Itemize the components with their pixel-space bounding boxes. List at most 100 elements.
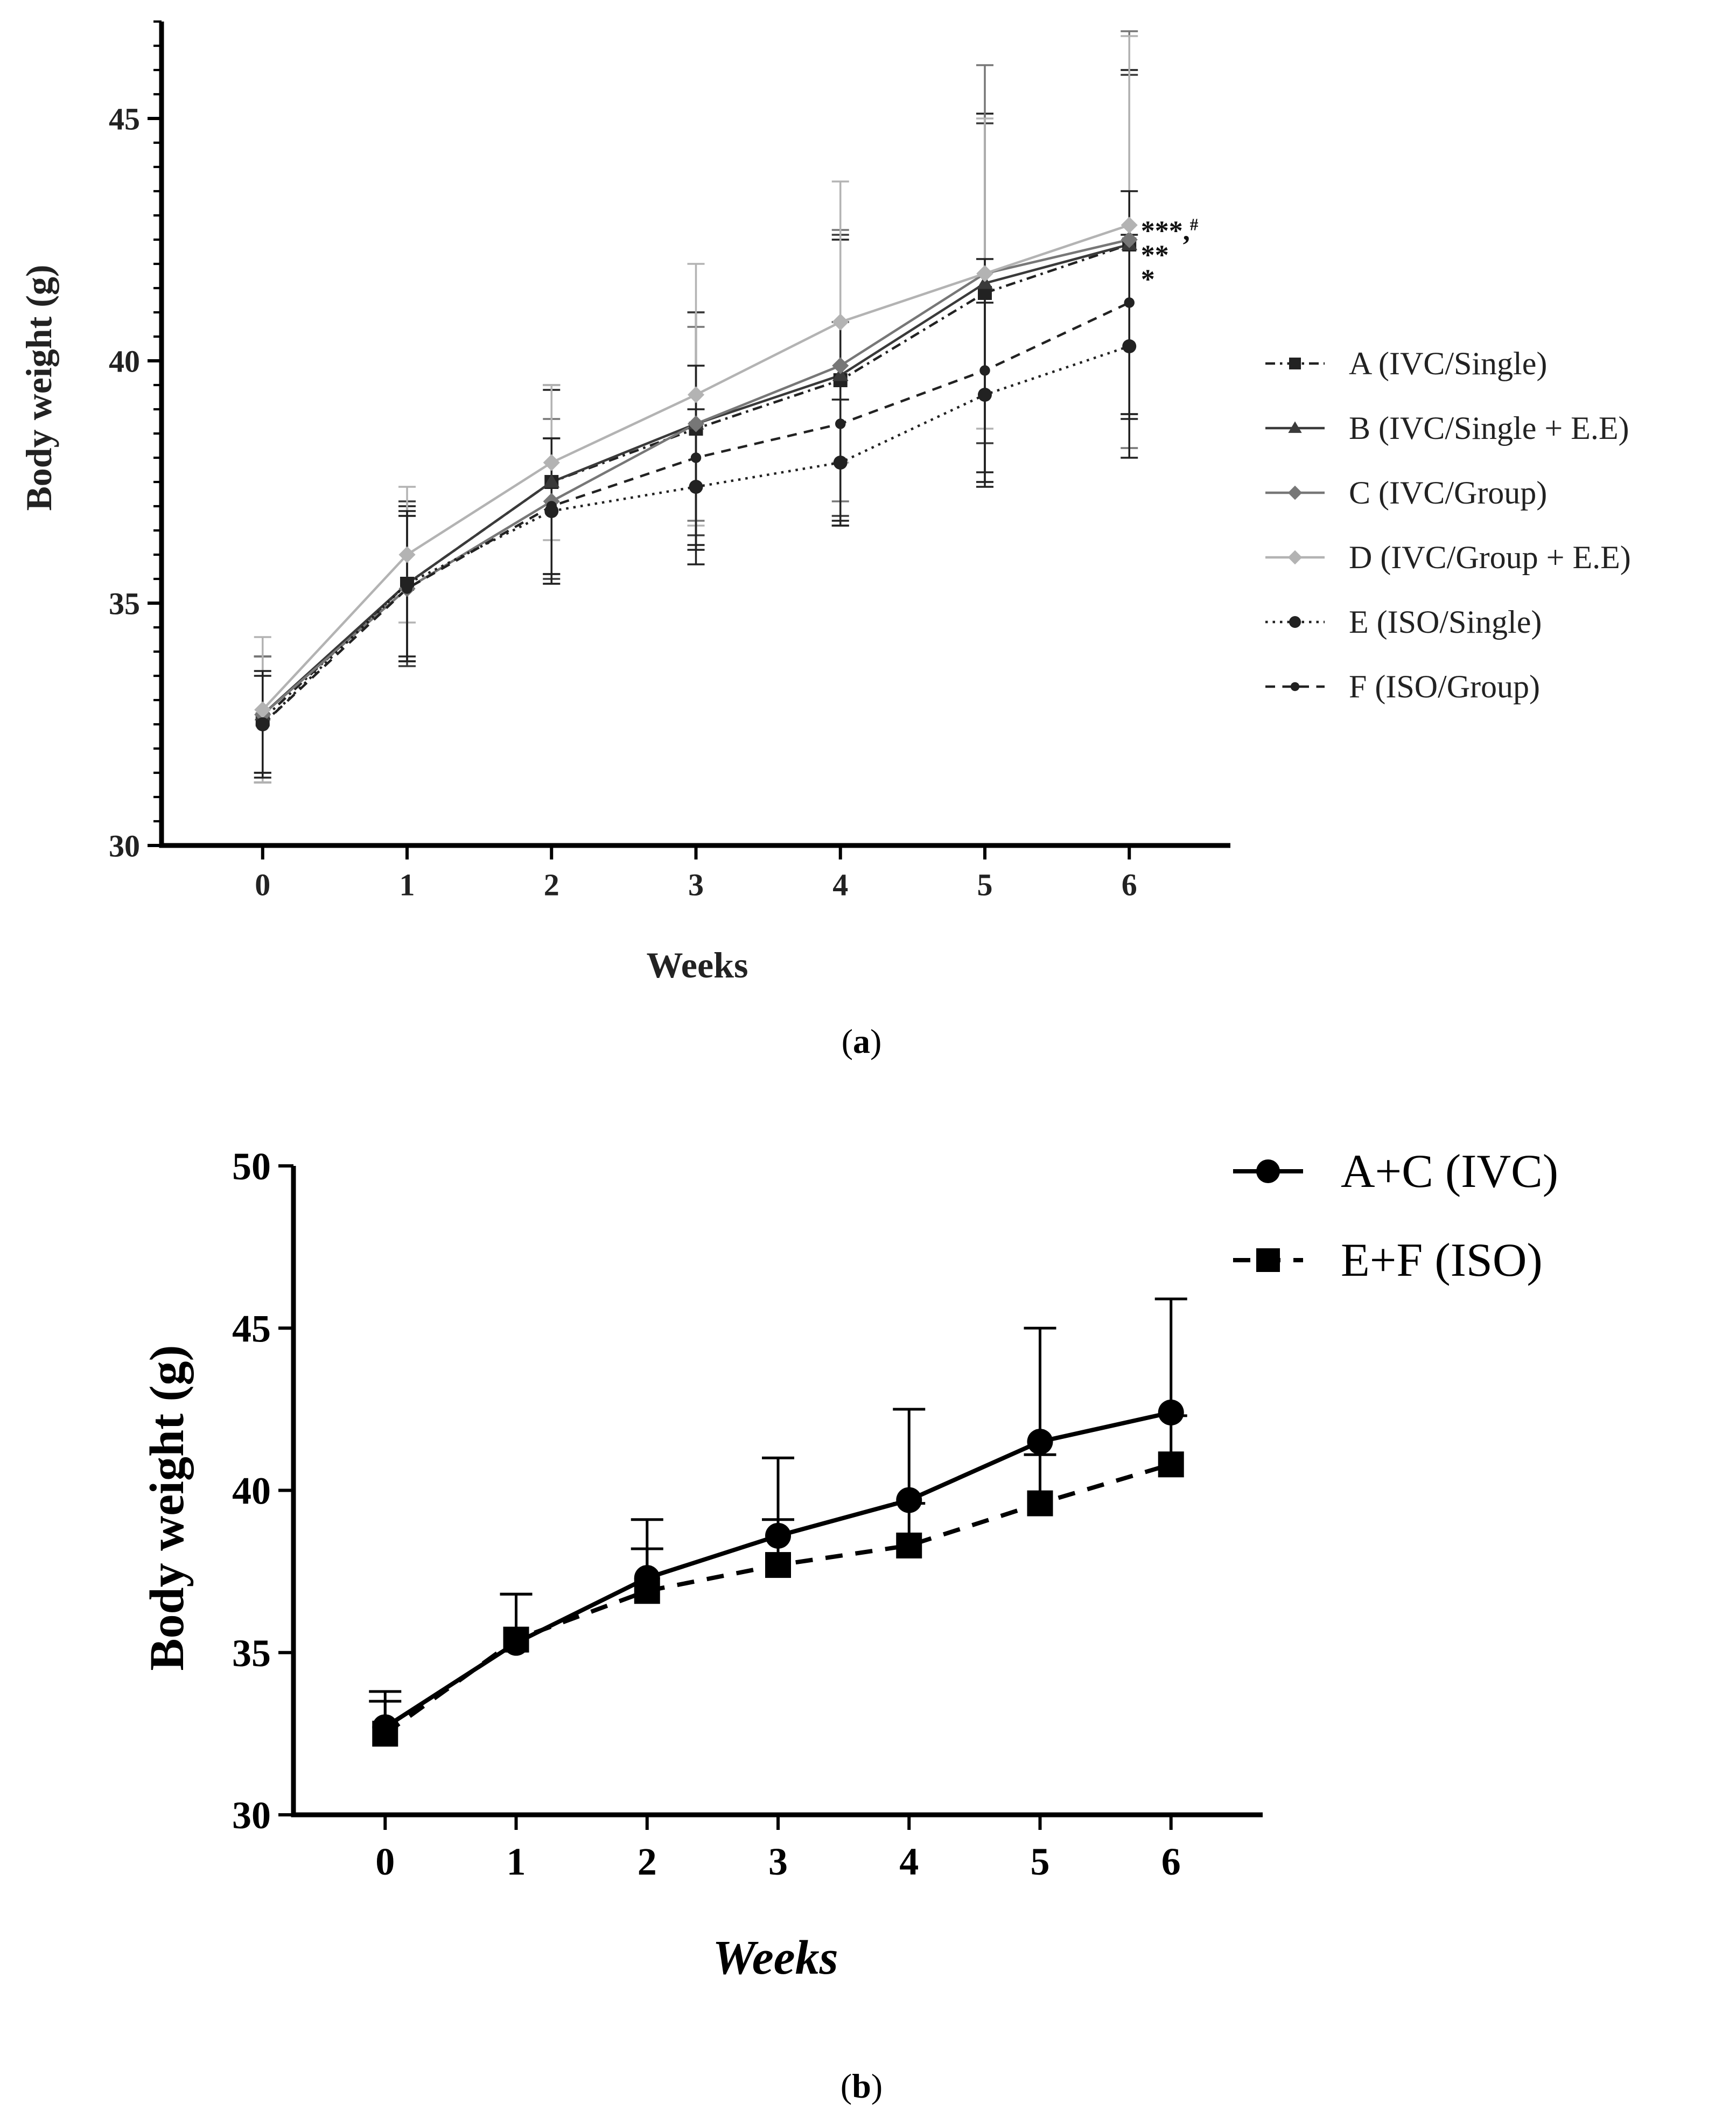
x-tick-label: 3 xyxy=(768,1840,788,1883)
legend-marker xyxy=(1287,550,1303,565)
data-point xyxy=(1158,1399,1184,1425)
a-markers xyxy=(254,216,1138,731)
legend-label: B (IVC/Single + E.E) xyxy=(1349,410,1629,446)
data-point xyxy=(1027,1490,1053,1516)
legend-marker xyxy=(1288,421,1302,433)
y-tick-label: 45 xyxy=(109,101,140,136)
y-tick-label: 40 xyxy=(109,344,140,379)
x-tick-label: 3 xyxy=(688,868,704,903)
data-point xyxy=(765,1552,791,1578)
data-point xyxy=(254,701,271,718)
data-point xyxy=(977,275,993,289)
data-point xyxy=(896,1487,922,1513)
x-tick-label: 2 xyxy=(638,1840,657,1883)
data-point xyxy=(546,501,557,512)
legend-label: E+F (ISO) xyxy=(1341,1234,1543,1287)
data-point xyxy=(543,454,560,471)
data-point xyxy=(833,456,848,470)
b-panel-letter: b xyxy=(852,2067,871,2105)
data-point xyxy=(398,546,416,563)
legend-marker xyxy=(1256,1159,1280,1183)
data-point xyxy=(687,415,705,432)
legend-label: F (ISO/Group) xyxy=(1349,669,1540,704)
legend-label: D (IVC/Group + E.E) xyxy=(1349,540,1631,575)
a-significance-annotations: ***,#*** xyxy=(1141,215,1199,295)
legend-marker xyxy=(1289,616,1301,628)
b-markers xyxy=(372,1399,1184,1747)
data-point xyxy=(402,583,412,594)
x-tick-label: 2 xyxy=(544,868,559,903)
a-panel-letter: a xyxy=(853,1022,870,1060)
data-point xyxy=(896,1532,922,1558)
y-tick-label: 30 xyxy=(109,828,140,863)
legend-marker xyxy=(1287,485,1303,500)
x-tick-label: 4 xyxy=(832,868,848,903)
b-panel-label: (b) xyxy=(841,2067,883,2105)
a-x-axis-label: Weeks xyxy=(647,945,748,985)
b-y-axis-label: Body weight (g) xyxy=(141,1345,194,1671)
significance-label: * xyxy=(1141,264,1155,295)
y-tick-label: 50 xyxy=(232,1145,271,1188)
x-tick-label: 5 xyxy=(977,868,992,903)
x-tick-label: 0 xyxy=(375,1840,395,1883)
x-tick-label: 1 xyxy=(400,868,415,903)
x-tick-label: 0 xyxy=(255,868,270,903)
y-tick-label: 35 xyxy=(232,1632,271,1675)
data-point xyxy=(979,365,990,376)
y-tick-label: 40 xyxy=(232,1470,271,1513)
data-point xyxy=(1121,231,1138,248)
data-point xyxy=(835,418,846,429)
x-tick-label: 1 xyxy=(507,1840,526,1883)
y-tick-label: 30 xyxy=(232,1794,271,1837)
a-panel-label: (a) xyxy=(842,1022,882,1060)
data-point xyxy=(690,452,702,463)
data-point xyxy=(1158,1451,1184,1478)
data-point xyxy=(543,474,560,488)
a-axes xyxy=(148,20,1230,859)
significance-label: ***,# xyxy=(1141,215,1199,247)
x-tick-label: 6 xyxy=(1161,1840,1181,1883)
legend-label: C (IVC/Group) xyxy=(1349,475,1547,511)
legend-label: A+C (IVC) xyxy=(1341,1145,1558,1198)
data-point xyxy=(687,386,705,403)
data-point xyxy=(1027,1429,1053,1455)
data-point xyxy=(977,388,992,402)
data-point xyxy=(257,719,268,730)
legend-marker xyxy=(1256,1248,1280,1272)
data-point xyxy=(1121,216,1138,234)
data-point xyxy=(832,313,849,331)
data-point xyxy=(634,1578,660,1604)
significance-label: ** xyxy=(1141,240,1169,271)
legend-marker xyxy=(1290,682,1300,691)
y-tick-label: 45 xyxy=(232,1307,271,1350)
b-errorbars xyxy=(369,1297,1187,1734)
x-tick-label: 4 xyxy=(899,1840,919,1883)
data-point xyxy=(832,367,849,381)
data-point xyxy=(765,1522,791,1549)
x-tick-label: 5 xyxy=(1030,1840,1049,1883)
data-point xyxy=(976,265,993,282)
data-point xyxy=(1124,297,1135,308)
a-errorbars xyxy=(254,30,1138,784)
data-point xyxy=(372,1721,398,1747)
a-legend: A (IVC/Single) B (IVC/Single + E.E) C (IVC… xyxy=(1265,346,1631,704)
data-point xyxy=(689,480,703,494)
legend-marker xyxy=(1289,358,1301,369)
data-point xyxy=(832,357,849,374)
b-x-axis-label: Weeks xyxy=(712,1931,838,1984)
legend-label: A (IVC/Single) xyxy=(1349,346,1547,381)
legend-label: E (ISO/Single) xyxy=(1349,604,1542,640)
x-tick-label: 6 xyxy=(1122,868,1137,903)
significance-superscript: # xyxy=(1190,215,1199,234)
b-axes xyxy=(278,1164,1263,1830)
data-point xyxy=(1122,339,1137,353)
a-y-axis-label: Body weight (g) xyxy=(18,264,59,511)
data-point xyxy=(503,1626,529,1653)
y-tick-label: 35 xyxy=(109,586,140,621)
b-legend: A+C (IVC) E+F (ISO) xyxy=(1233,1145,1558,1287)
